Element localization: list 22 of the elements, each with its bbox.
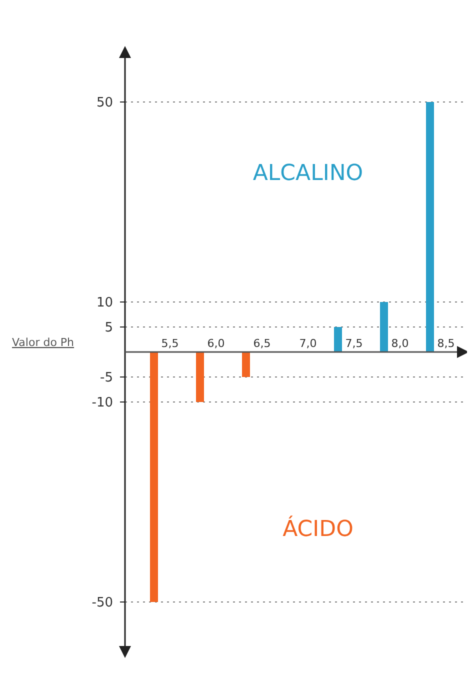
y-tick-label: -50	[92, 596, 113, 611]
bar	[380, 302, 388, 352]
x-axis-title: Valor do Ph	[12, 336, 74, 349]
x-tick-label: 5,5	[161, 337, 179, 350]
bar	[242, 352, 250, 377]
y-tick-label: 10	[96, 296, 113, 311]
x-tick-label: 6,0	[207, 337, 225, 350]
x-tick-label: 8,0	[391, 337, 409, 350]
bar	[334, 327, 342, 352]
y-tick-label: -10	[92, 396, 113, 411]
x-tick-label: 8,5	[437, 337, 455, 350]
annotation: ÁCIDO	[282, 515, 354, 542]
y-tick-label: 50	[96, 96, 113, 111]
y-tick-label: -5	[100, 370, 113, 386]
annotation: ALCALINO	[252, 161, 364, 186]
x-tick-label: 7,5	[345, 337, 363, 350]
x-tick-label: 7,0	[299, 337, 317, 350]
bar	[426, 102, 434, 352]
y-tick-label: 5	[104, 320, 113, 336]
bar	[150, 352, 158, 602]
bar	[196, 352, 204, 402]
x-tick-label: 6,5	[253, 337, 271, 350]
